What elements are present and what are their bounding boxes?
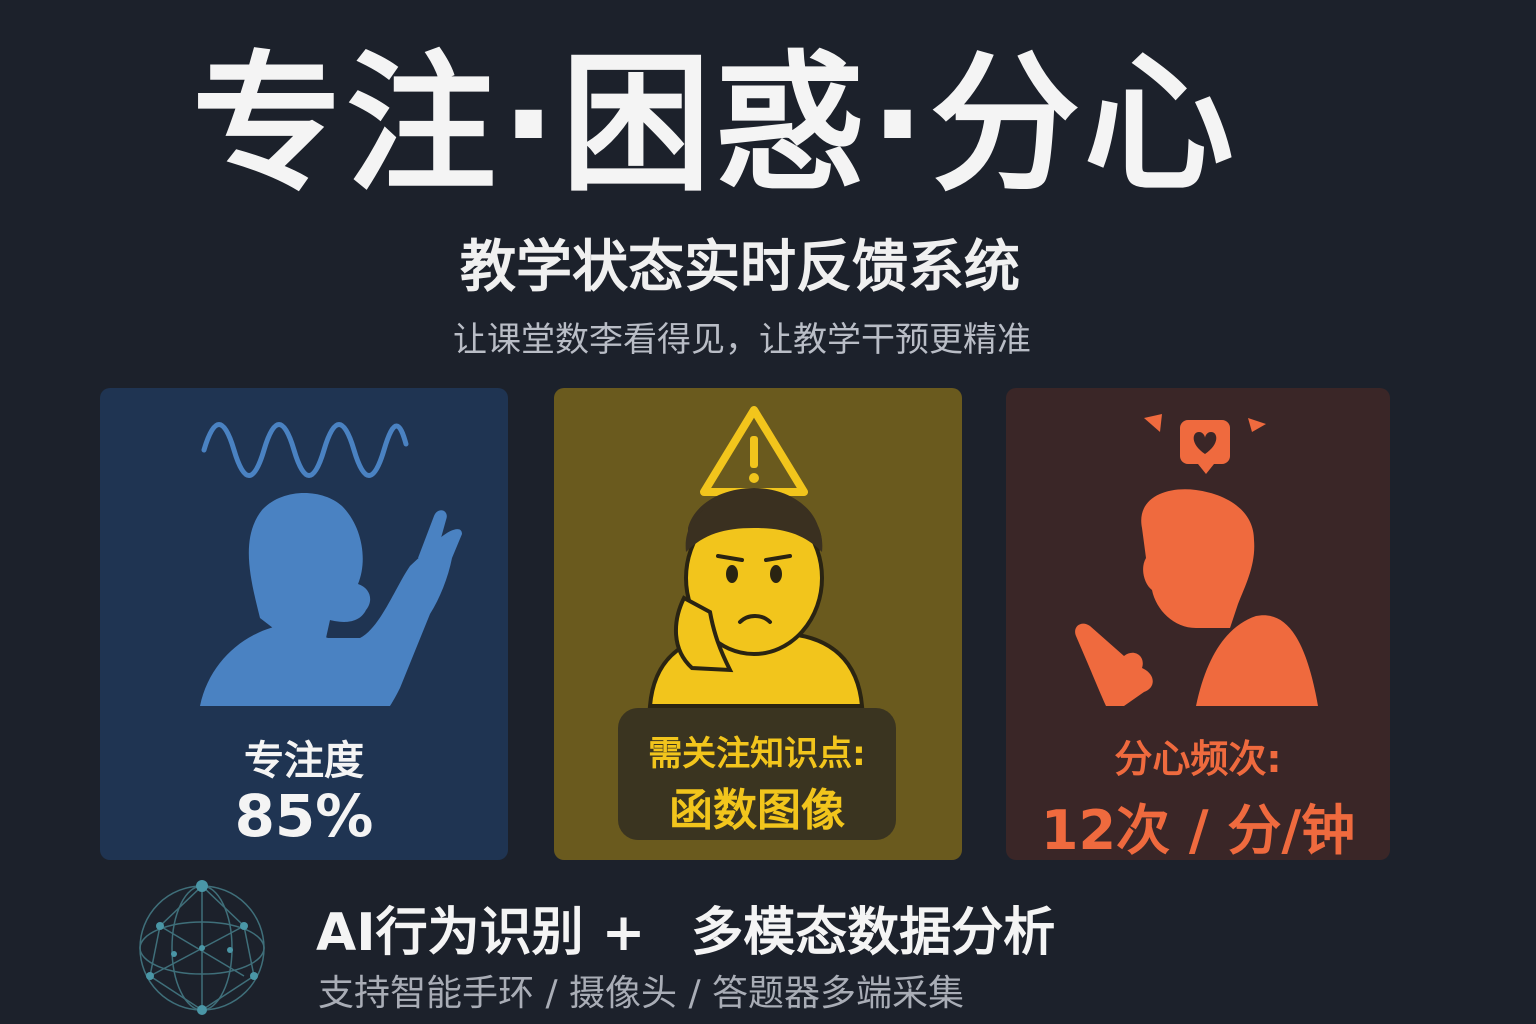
focus-value: 85%: [234, 782, 374, 850]
confused-student-icon: [647, 488, 865, 708]
confused-card: 需关注知识点: 函数图像: [554, 388, 962, 860]
focus-label: 专注度: [244, 738, 364, 784]
footer-headline: AI行为识别 + 多模态数据分析: [316, 890, 1055, 965]
confused-info-box: 需关注知识点: 函数图像: [618, 708, 896, 840]
distract-label: 分心频次:: [1114, 737, 1282, 781]
confused-label: 需关注知识点:: [648, 734, 866, 774]
distract-value: 12次 / 分/钟: [1040, 799, 1356, 860]
footer-headline-left: AI行为识别 +: [316, 903, 646, 963]
wave-icon: [201, 422, 409, 478]
footer-headline-right: 多模态数据分析: [691, 903, 1056, 963]
distract-card: 分心频次: 12次 / 分/钟: [1006, 388, 1390, 860]
confused-illustration: [647, 406, 865, 708]
focus-illustration: [200, 422, 462, 706]
focused-student-icon: [200, 492, 462, 706]
page-subtitle: 教学状态实时反馈系统: [460, 235, 1020, 300]
distract-illustration: [1075, 414, 1318, 706]
page-tagline: 让课堂数李看得见，让教学干预更精准: [453, 320, 1031, 360]
network-globe-icon: [139, 880, 265, 1015]
page-title: 专注·困惑·分心: [192, 38, 1238, 212]
heart-notification-icon: [1144, 414, 1266, 474]
confused-value: 函数图像: [669, 785, 845, 836]
distracted-student-icon: [1075, 489, 1318, 706]
warning-icon: [700, 406, 808, 496]
focus-card: 专注度 85%: [100, 388, 508, 860]
footer-subtext: 支持智能手环 / 摄像头 / 答题器多端采集: [318, 973, 965, 1014]
